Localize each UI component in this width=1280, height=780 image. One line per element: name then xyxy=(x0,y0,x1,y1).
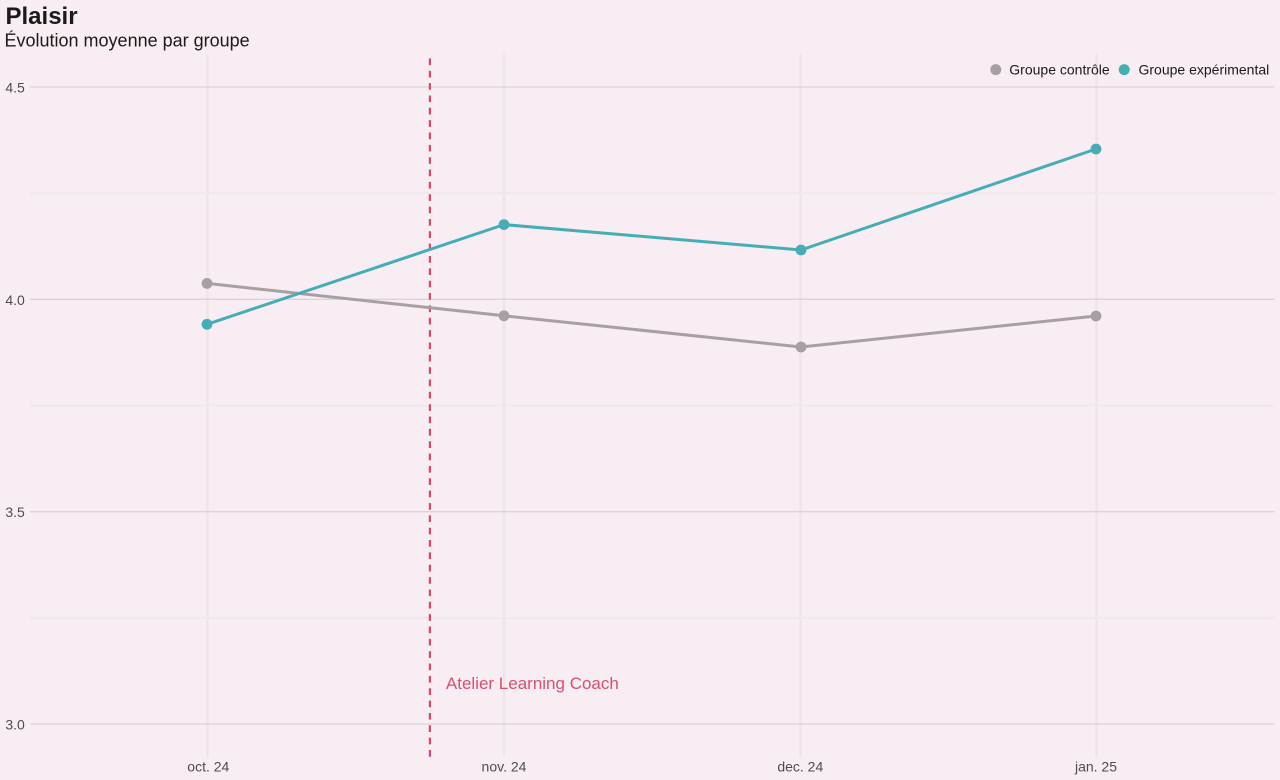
svg-text:jan. 25: jan. 25 xyxy=(1074,759,1117,775)
svg-text:Plaisir: Plaisir xyxy=(6,3,78,30)
svg-text:oct. 24: oct. 24 xyxy=(187,759,229,775)
svg-text:3.0: 3.0 xyxy=(5,717,25,733)
svg-text:4.0: 4.0 xyxy=(5,292,25,308)
svg-text:Atelier Learning Coach: Atelier Learning Coach xyxy=(446,674,619,693)
svg-text:dec. 24: dec. 24 xyxy=(777,759,823,775)
svg-text:3.5: 3.5 xyxy=(5,504,25,520)
svg-text:Groupe contrôle: Groupe contrôle xyxy=(1009,62,1110,78)
svg-text:Évolution moyenne par groupe: Évolution moyenne par groupe xyxy=(5,31,250,51)
svg-text:Groupe expérimental: Groupe expérimental xyxy=(1139,62,1270,78)
svg-text:4.5: 4.5 xyxy=(5,80,25,96)
svg-text:nov. 24: nov. 24 xyxy=(482,759,527,775)
